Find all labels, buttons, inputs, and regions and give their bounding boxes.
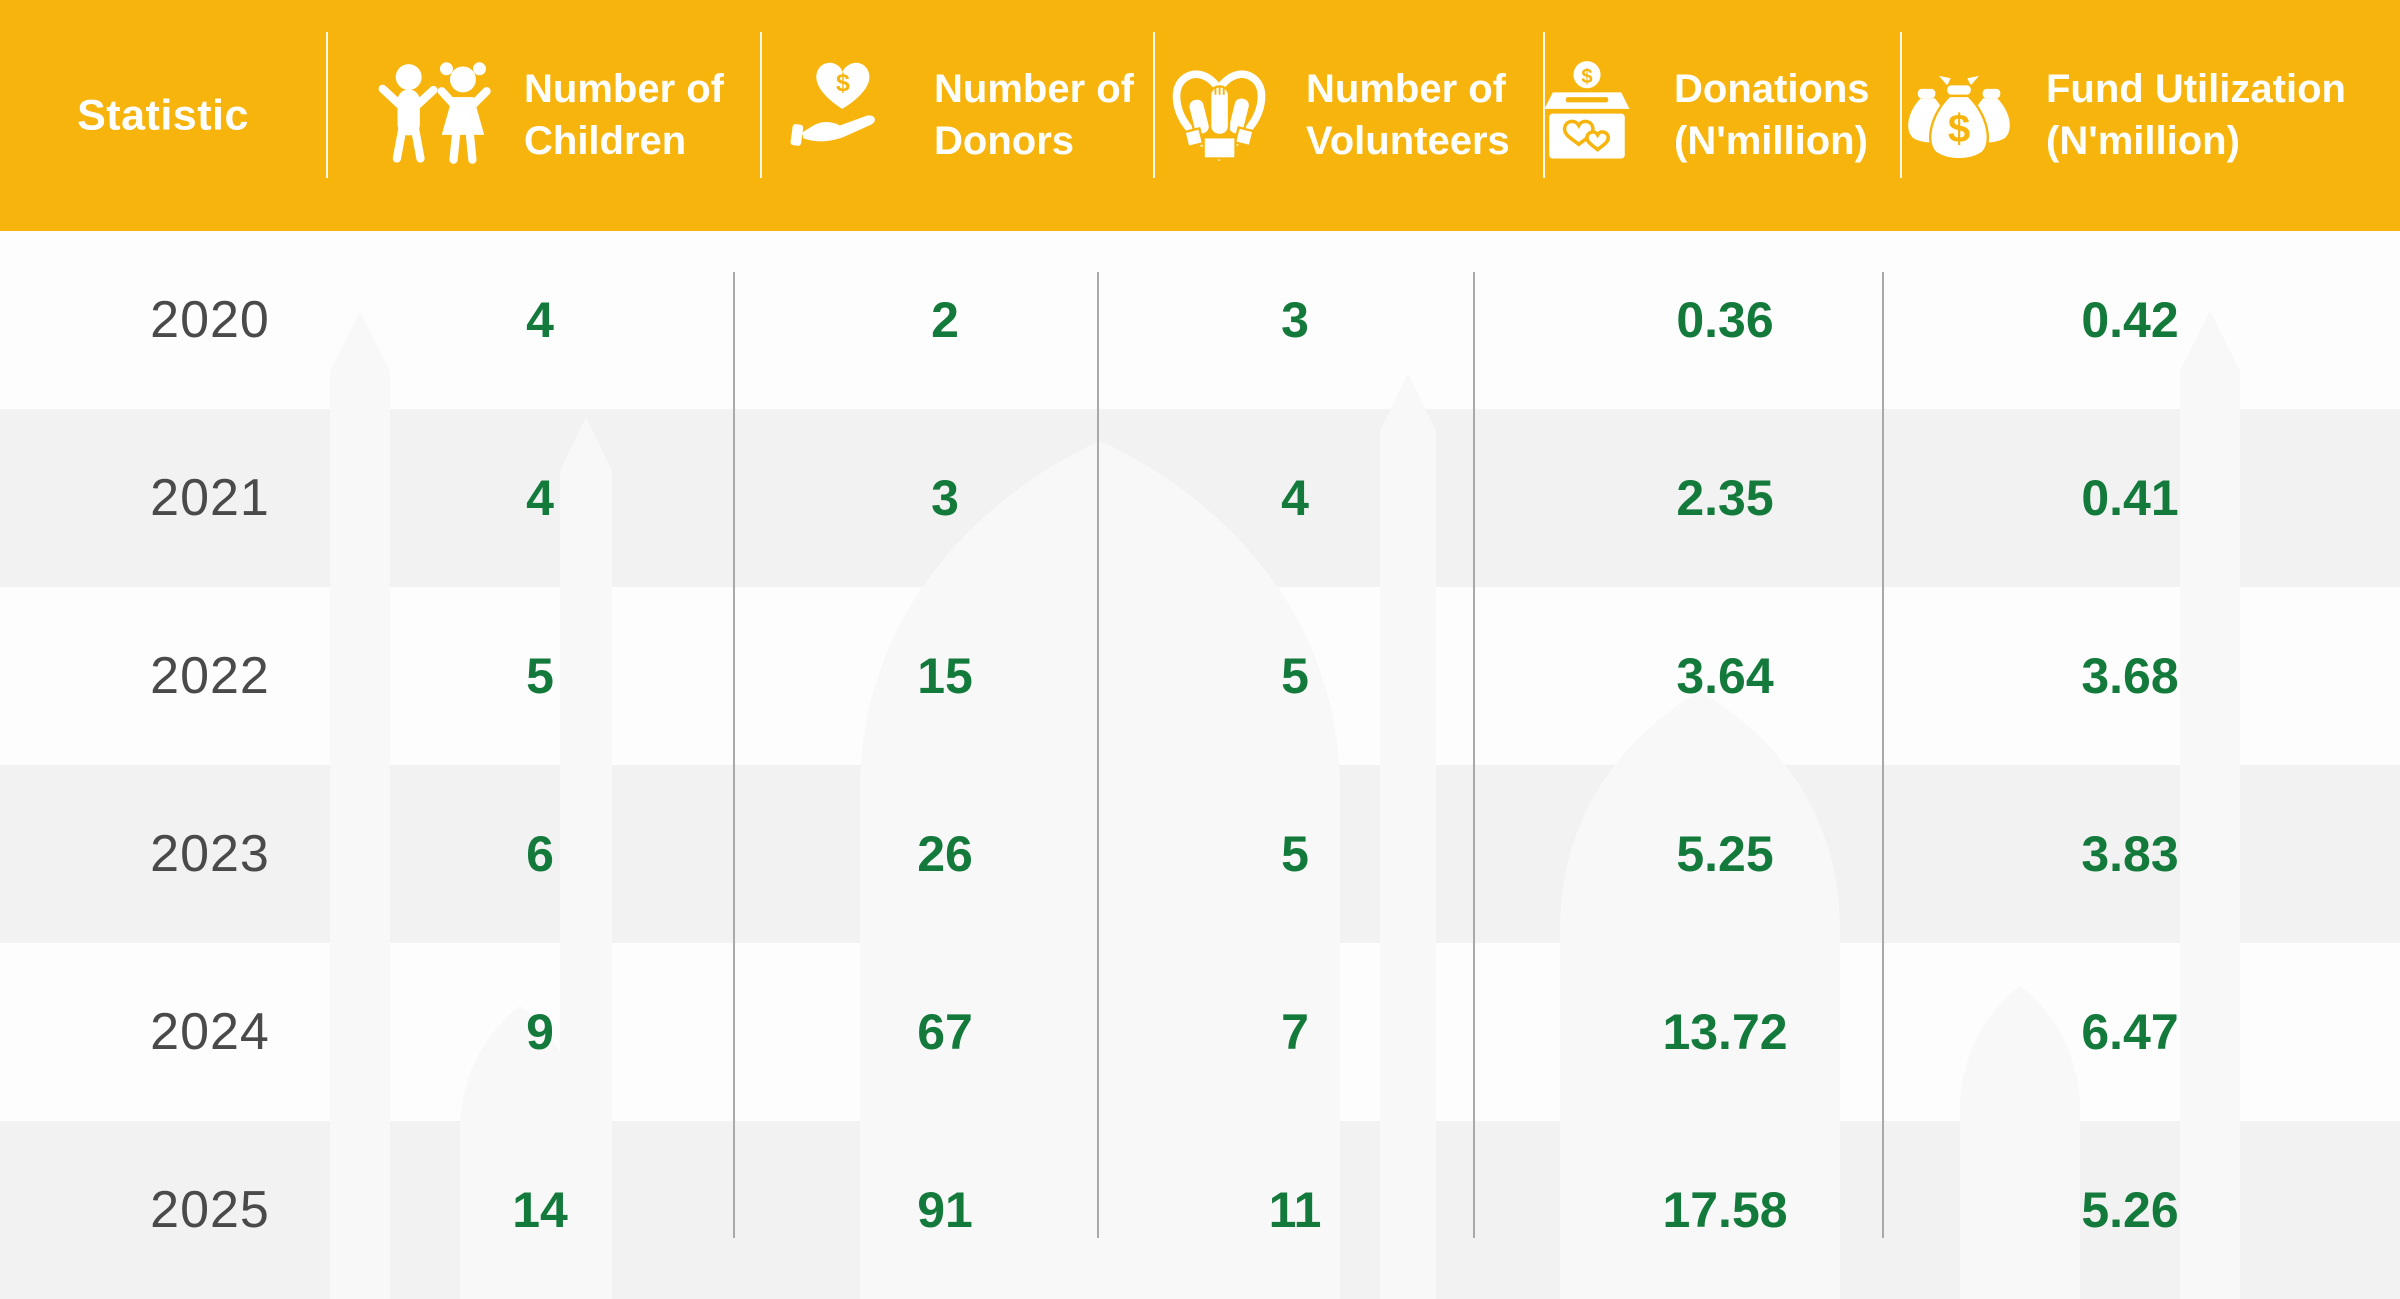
table-row: 2021 4 3 4 2.35 0.41 <box>0 409 2400 587</box>
volunteers-value: 5 <box>1281 648 1309 704</box>
fund-utilization-value: 0.41 <box>2081 470 2179 526</box>
fund-utilization-value: 5.26 <box>2081 1182 2179 1238</box>
volunteer-hands-icon <box>1172 69 1266 161</box>
volunteers-value: 7 <box>1281 1004 1309 1060</box>
header-divider <box>1543 32 1545 178</box>
children-value: 14 <box>512 1182 568 1238</box>
table-row: 2024 9 67 7 13.72 6.47 <box>0 943 2400 1121</box>
fund-utilization-value: 3.68 <box>2081 648 2179 704</box>
column-header-label: Fund Utilization (N'million) <box>2046 67 2346 163</box>
column-header-label: Number of Volunteers <box>1306 67 1510 163</box>
column-divider <box>733 272 735 1238</box>
fund-utilization-value: 3.83 <box>2081 826 2179 882</box>
header-divider <box>1900 32 1902 178</box>
volunteers-column-header: Number of Volunteers <box>1160 57 1510 175</box>
volunteers-value: 4 <box>1281 470 1309 526</box>
donations-value: 13.72 <box>1662 1004 1788 1060</box>
statistic-column-header: Statistic <box>77 91 249 139</box>
header-divider <box>1153 32 1155 178</box>
fund-utilization-value: 0.42 <box>2081 292 2179 348</box>
table-body: 2020 4 2 3 0.36 0.42 2021 4 3 4 2.35 0.4… <box>0 231 2400 1299</box>
year-label: 2020 <box>150 291 270 349</box>
donors-value: 2 <box>931 292 959 348</box>
mosque-watermark <box>330 311 2240 1299</box>
donations-column-header: $ Donations (N'million) <box>1528 57 1870 175</box>
column-header-label: Number of Children <box>524 67 724 163</box>
donors-value: 26 <box>917 826 973 882</box>
table-row: 2023 6 26 5 5.25 3.83 <box>0 765 2400 943</box>
column-header-label: Number of Donors <box>934 67 1134 163</box>
header-divider <box>326 32 328 178</box>
donations-value: 0.36 <box>1676 292 1774 348</box>
year-label: 2023 <box>150 825 270 883</box>
year-label: 2022 <box>150 647 270 705</box>
donations-value: 17.58 <box>1662 1182 1788 1238</box>
year-label: 2025 <box>150 1181 270 1239</box>
donors-value: 3 <box>931 470 959 526</box>
svg-text:$: $ <box>1581 65 1592 87</box>
svg-text:$: $ <box>836 70 850 97</box>
table-row: 2025 14 91 11 17.58 5.26 <box>0 1121 2400 1299</box>
year-label: 2021 <box>150 469 270 527</box>
column-divider <box>1882 272 1884 1238</box>
children-column-header: Number of Children <box>378 57 724 175</box>
column-divider <box>1097 272 1099 1238</box>
donors-value: 15 <box>917 648 973 704</box>
children-value: 4 <box>526 470 554 526</box>
svg-text:$: $ <box>1948 105 1970 150</box>
column-header-label: Donations (N'million) <box>1674 67 1870 163</box>
fund-utilization-column-header: $ Fund Utilization (N'million) <box>1900 57 2346 175</box>
children-value: 4 <box>526 292 554 348</box>
year-label: 2024 <box>150 1003 270 1061</box>
donations-value: 5.25 <box>1676 826 1774 882</box>
money-bags-icon: $ <box>1908 75 2010 160</box>
volunteers-value: 3 <box>1281 292 1309 348</box>
donation-box-icon: $ <box>1544 60 1630 158</box>
fund-utilization-value: 6.47 <box>2081 1004 2179 1060</box>
header-divider <box>760 32 762 178</box>
donations-value: 2.35 <box>1676 470 1774 526</box>
table-header: Statistic <box>0 0 2400 231</box>
volunteers-value: 11 <box>1268 1182 1322 1238</box>
children-value: 6 <box>526 826 554 882</box>
donors-value: 91 <box>917 1182 973 1238</box>
hand-heart-icon: $ <box>790 62 875 146</box>
donors-column-header: $ Number of Donors <box>788 57 1134 175</box>
donors-value: 67 <box>917 1004 973 1060</box>
table-row: 2020 4 2 3 0.36 0.42 <box>0 231 2400 409</box>
children-value: 5 <box>526 648 554 704</box>
table-row: 2022 5 15 5 3.64 3.68 <box>0 587 2400 765</box>
children-value: 9 <box>526 1004 554 1060</box>
donations-value: 3.64 <box>1676 648 1774 704</box>
column-divider <box>1473 272 1475 1238</box>
children-icon <box>378 61 491 164</box>
volunteers-value: 5 <box>1281 826 1309 882</box>
